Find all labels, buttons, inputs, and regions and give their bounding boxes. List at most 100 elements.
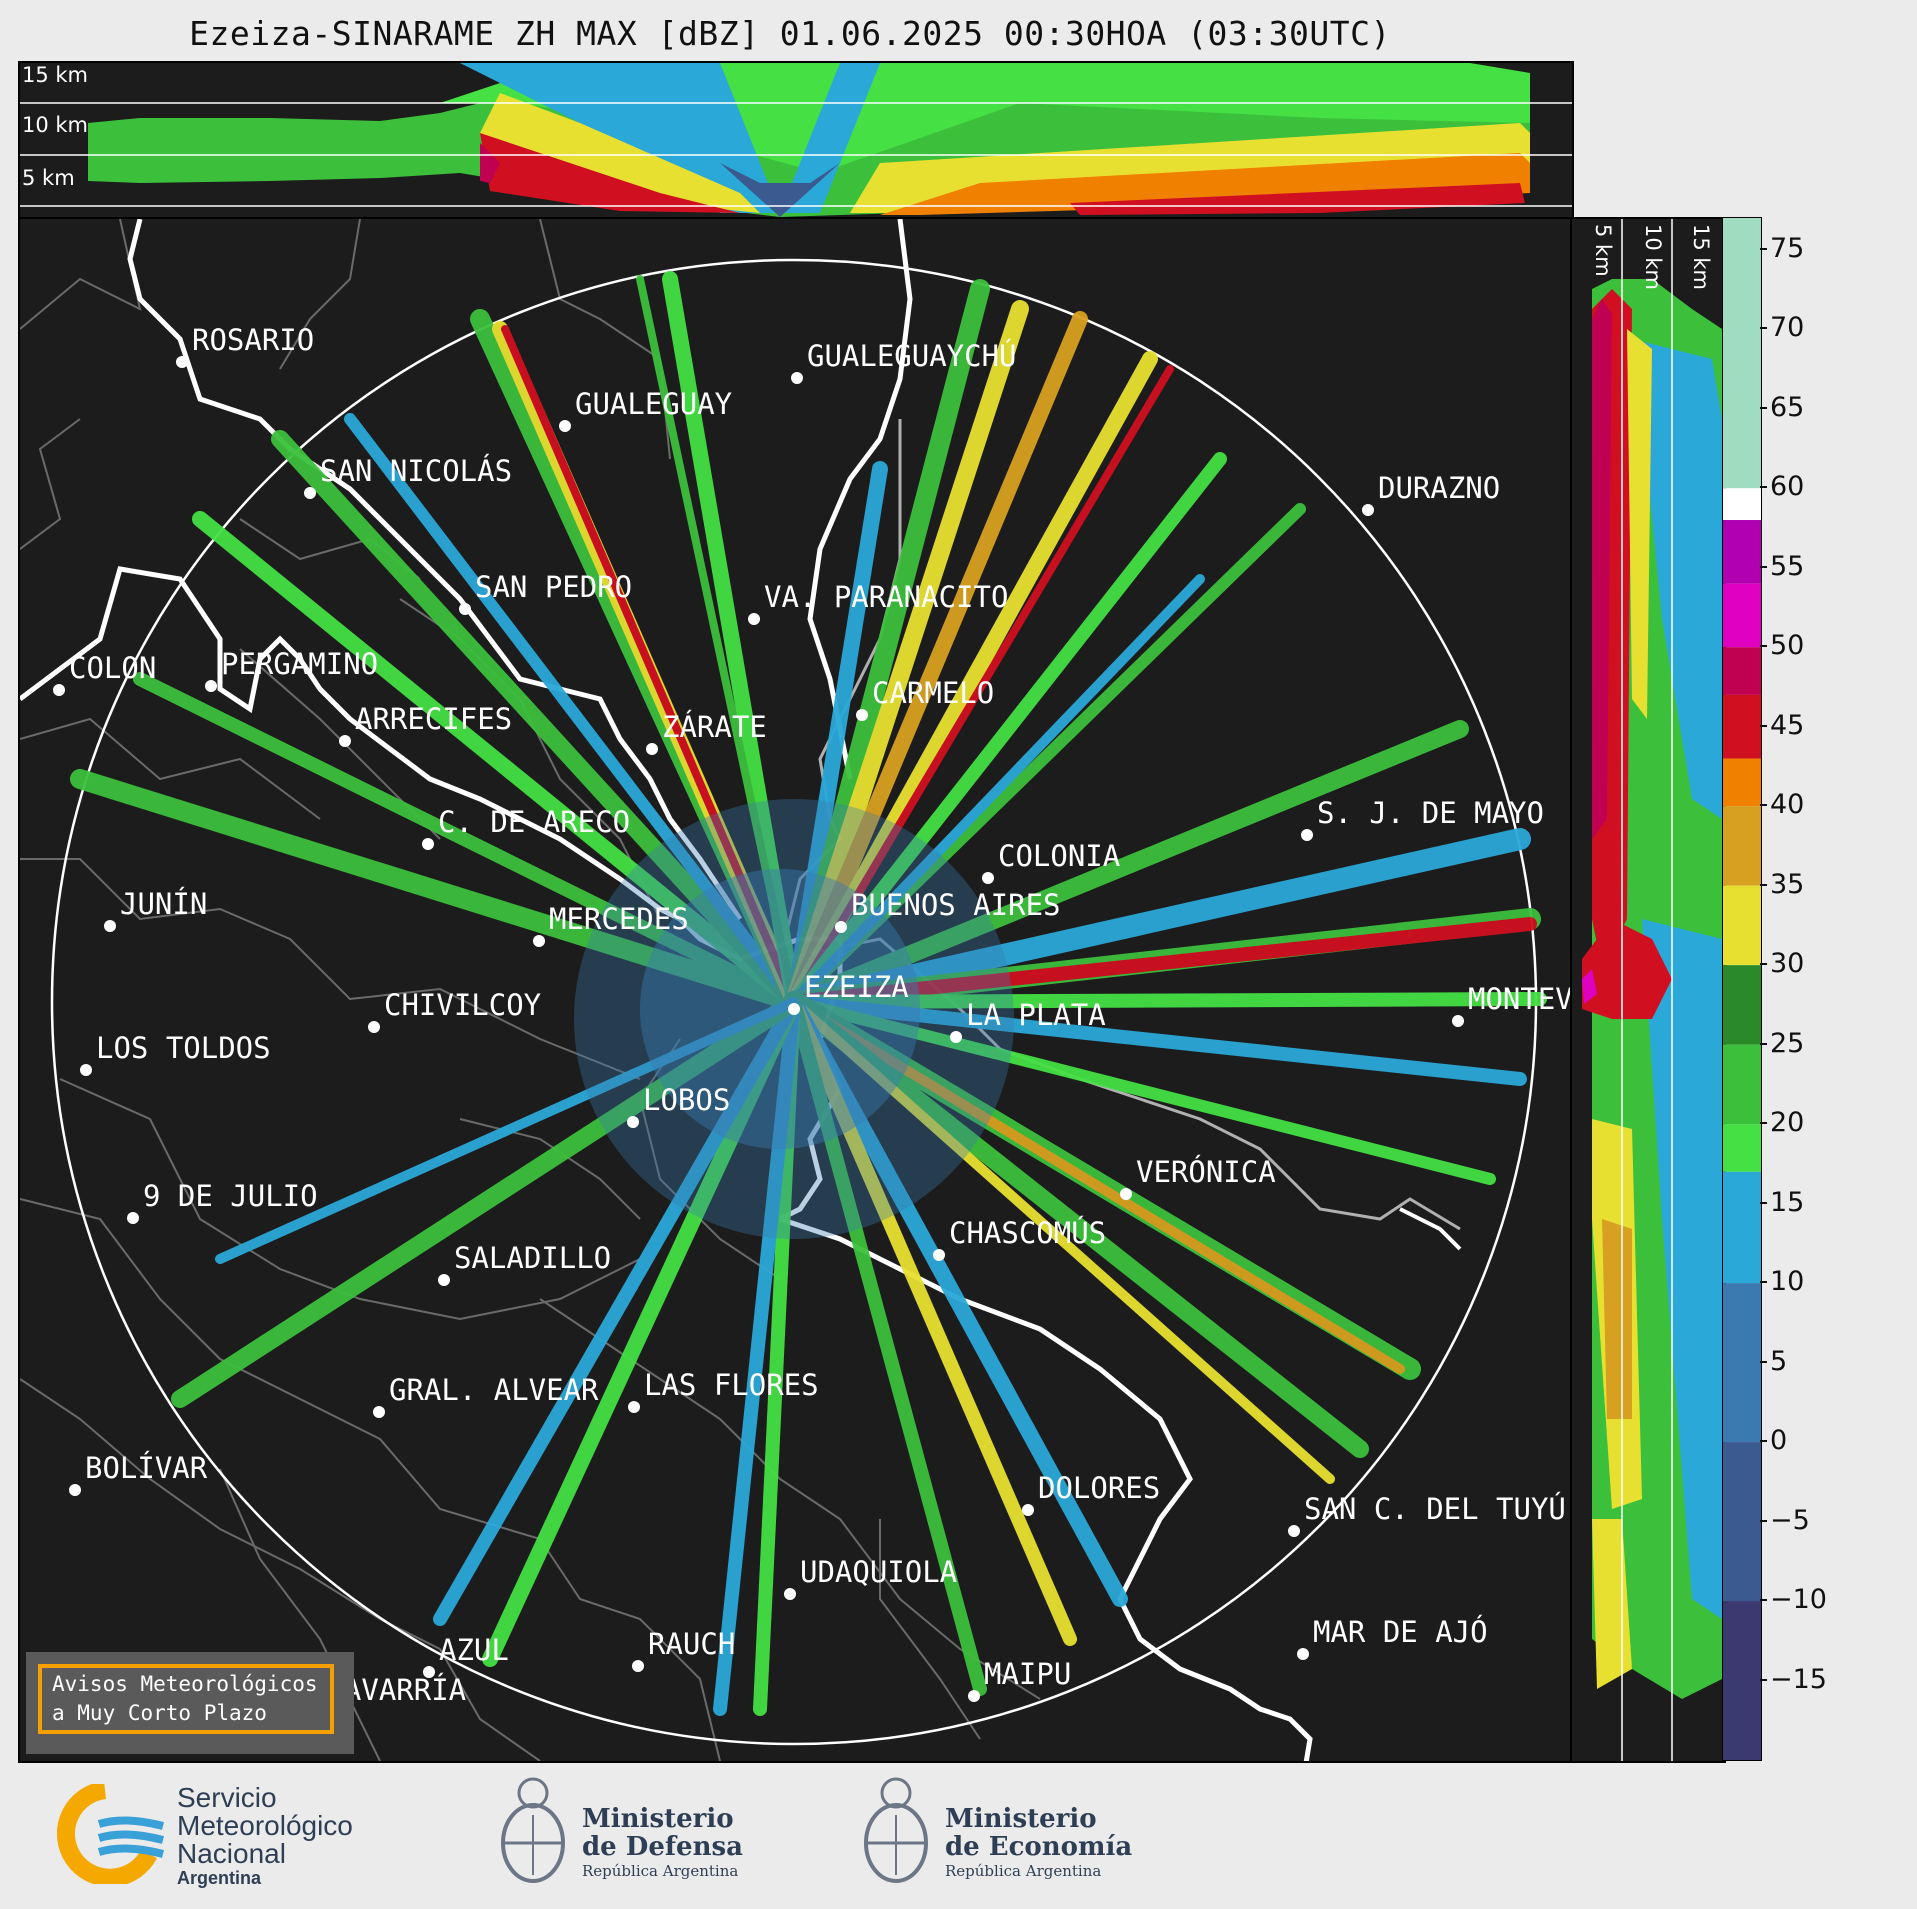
city-label: CHASCOMÚS [949, 1216, 1106, 1250]
colorbar-segment [1723, 694, 1761, 759]
colorbar-tick-label: 0 [1770, 1425, 1788, 1457]
colorbar-segment [1723, 1601, 1761, 1760]
city-marker [856, 709, 868, 721]
colorbar-tick-mark [1760, 963, 1767, 966]
city-marker [368, 1021, 380, 1033]
city-label: BOLÍVAR [85, 1451, 208, 1485]
city-marker [1288, 1525, 1300, 1537]
colorbar-tick-mark [1760, 1519, 1767, 1522]
smn-line-1: Servicio [177, 1782, 277, 1813]
city-label: BUENOS AIRES [851, 888, 1061, 922]
city-label: MERCEDES [549, 902, 689, 936]
colorbar-tick-label: 60 [1770, 471, 1805, 503]
city-label: GUALEGUAYCHÚ [807, 339, 1017, 373]
colorbar-tick-label: 25 [1770, 1027, 1805, 1059]
colorbar-tick-mark [1760, 1440, 1767, 1443]
city-marker [968, 1690, 980, 1702]
city-marker [1452, 1015, 1464, 1027]
colorbar-segment [1723, 1171, 1761, 1284]
side-alt-label-15: 15 km [1689, 224, 1713, 290]
city-label: VA. PARANACITO [764, 580, 1008, 614]
colorbar-tick-mark [1760, 406, 1767, 409]
map-title: Ezeiza-SINARAME ZH MAX [dBZ] 01.06.2025 … [189, 14, 1391, 53]
colorbar-tick-label: −15 [1770, 1663, 1827, 1695]
colorbar-tick-mark [1760, 327, 1767, 330]
city-marker [788, 1003, 800, 1015]
city-label: LOBOS [643, 1083, 730, 1117]
city-marker [628, 1401, 640, 1413]
radar-map-panel: ROSARIO GUALEGUAYCHÚ GUALEGUAY SAN NICOLÁS D… [18, 217, 1574, 1763]
city-marker [950, 1031, 962, 1043]
colorbar-tick-label: 10 [1770, 1266, 1805, 1298]
economia-line-2: de Economía [945, 1832, 1133, 1862]
city-marker [1362, 504, 1374, 516]
colorbar-tick-mark [1760, 1360, 1767, 1363]
colorbar-segment [1723, 1442, 1761, 1602]
colorbar-tick-label: 40 [1770, 789, 1805, 821]
colorbar-segment [1723, 1044, 1761, 1125]
colorbar-tick-label: 30 [1770, 948, 1805, 980]
city-marker [104, 920, 116, 932]
colorbar-tick-mark [1760, 1281, 1767, 1284]
city-label: LA PLATA [966, 998, 1106, 1032]
city-marker [438, 1274, 450, 1286]
colorbar-segment [1723, 583, 1761, 648]
economia-line-1: Ministerio [945, 1804, 1097, 1834]
defensa-line-2: de Defensa [582, 1832, 743, 1862]
city-label: CARMELO [872, 676, 994, 710]
city-label: PERGAMINO [221, 647, 378, 681]
city-marker [304, 487, 316, 499]
reflectivity-colorbar [1722, 217, 1762, 1761]
top-alt-label-5: 5 km [22, 166, 75, 190]
smn-line-2: Meteorológico [177, 1810, 353, 1841]
city-label: 9 DE JULIO [143, 1179, 318, 1213]
city-marker [53, 684, 65, 696]
smn-logo: Servicio Meteorológico Nacional Argentin… [55, 1782, 395, 1888]
colorbar-tick-label: 55 [1770, 550, 1805, 582]
city-label: SAN PEDRO [475, 570, 632, 604]
city-marker [80, 1064, 92, 1076]
colorbar-tick-mark [1760, 1042, 1767, 1045]
colorbar-tick-label: −5 [1770, 1504, 1810, 1536]
city-marker [933, 1249, 945, 1261]
city-label: VERÓNICA [1136, 1155, 1276, 1189]
alert-line-2: a Muy Corto Plazo [52, 1701, 267, 1725]
city-marker [423, 1666, 435, 1678]
city-label: C. DE ARECO [438, 805, 630, 839]
colorbar-segment [1723, 1283, 1761, 1443]
colorbar-segment [1723, 218, 1761, 489]
coat-of-arms-icon [501, 1777, 565, 1883]
city-label: CHIVILCOY [384, 988, 541, 1022]
city-marker [982, 872, 994, 884]
colorbar-tick-mark [1760, 1678, 1767, 1681]
colorbar-tick-label: 15 [1770, 1186, 1805, 1218]
colorbar-tick-label: 45 [1770, 709, 1805, 741]
colorbar-tick-mark [1760, 247, 1767, 250]
colorbar-tick-label: 35 [1770, 868, 1805, 900]
city-marker [205, 680, 217, 692]
city-marker [176, 356, 188, 368]
defensa-line-3: República Argentina [582, 1862, 739, 1880]
alert-box[interactable]: Avisos Meteorológicos a Muy Corto Plazo [26, 1652, 354, 1754]
city-marker [373, 1406, 385, 1418]
colorbar-segment [1723, 965, 1761, 1045]
city-label: SAN C. DEL TUYÚ [1304, 1492, 1566, 1526]
city-label: MAIPU [984, 1657, 1071, 1691]
city-label: ARRECIFES [355, 702, 512, 736]
city-label: ROSARIO [192, 323, 314, 357]
top-alt-label-15: 15 km [22, 63, 88, 87]
defensa-logo: Ministerio de Defensa República Argentin… [495, 1775, 755, 1895]
smn-line-4: Argentina [177, 1868, 262, 1888]
top-cross-section-panel: 15 km 10 km 5 km [18, 61, 1574, 219]
side-alt-label-10: 10 km [1641, 224, 1665, 290]
colorbar-tick-mark [1760, 883, 1767, 886]
colorbar-tick-label: −10 [1770, 1584, 1827, 1616]
city-marker [127, 1212, 139, 1224]
city-marker [646, 743, 658, 755]
city-marker [69, 1484, 81, 1496]
side-cross-section-panel: 5 km 10 km 15 km [1570, 217, 1726, 1763]
smn-line-3: Nacional [177, 1838, 286, 1869]
alert-link[interactable]: Avisos Meteorológicos a Muy Corto Plazo [38, 1664, 334, 1734]
city-label: LAS FLORES [644, 1368, 819, 1402]
city-label: DURAZNO [1378, 471, 1500, 505]
